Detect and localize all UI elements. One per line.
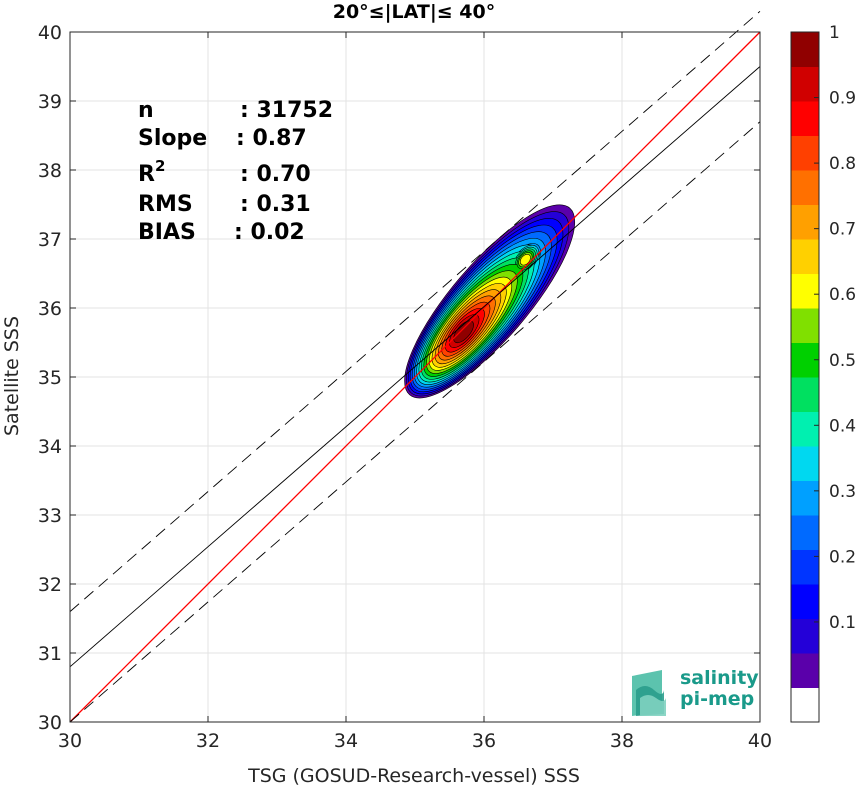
y-tick-label: 39 bbox=[38, 91, 62, 113]
colorbar-tick-label: 1 bbox=[829, 23, 840, 43]
x-tick-label: 36 bbox=[472, 730, 496, 752]
y-tick-label: 35 bbox=[38, 367, 62, 389]
logo-line-2: pi-mep bbox=[680, 688, 754, 710]
colorbar-segment bbox=[791, 687, 819, 723]
y-tick-label: 36 bbox=[38, 298, 62, 320]
colorbar-tick-label: 0.8 bbox=[829, 154, 856, 174]
colorbar-segment bbox=[791, 584, 819, 619]
x-tick-label: 32 bbox=[196, 730, 220, 752]
stat-value: : 0.70 bbox=[240, 162, 311, 187]
colorbar-segment bbox=[791, 66, 819, 102]
colorbar-segment bbox=[791, 135, 819, 171]
one-to-one-line bbox=[69, 31, 761, 723]
stat-value: : 31752 bbox=[240, 98, 333, 123]
y-tick-label: 38 bbox=[38, 160, 62, 182]
density-contour-secondary bbox=[519, 253, 531, 266]
colorbar-segment bbox=[791, 480, 819, 516]
x-axis-label: TSG (GOSUD-Research-vessel) SSS bbox=[247, 765, 580, 787]
colorbar-tick-label: 0.5 bbox=[829, 351, 856, 371]
colorbar-tick-label: 0.9 bbox=[829, 89, 856, 109]
upper-bound-dashed-line bbox=[69, 10, 761, 612]
colorbar-segment bbox=[791, 170, 819, 205]
colorbar: 0.1 0.2 0.3 0.4 0.5 0.6 0.7 0.8 0.9 1 bbox=[790, 23, 856, 723]
colorbar-segment bbox=[791, 32, 819, 67]
colorbar-segment bbox=[791, 273, 819, 309]
colorbar-segment bbox=[791, 411, 819, 447]
x-tick-label: 40 bbox=[748, 730, 772, 752]
colorbar-tick-label: 0.6 bbox=[829, 285, 856, 305]
stat-value: : 0.87 bbox=[236, 126, 307, 151]
colorbar-segment bbox=[791, 308, 819, 343]
colorbar-segment bbox=[791, 549, 819, 585]
x-tick-label: 34 bbox=[334, 730, 358, 752]
y-axis-ticks: 30 31 32 33 34 35 36 37 38 39 40 bbox=[38, 22, 760, 734]
stat-label: R2 bbox=[138, 157, 165, 187]
colorbar-tick-label: 0.2 bbox=[829, 547, 856, 567]
regression-fit-line bbox=[69, 66, 761, 668]
y-tick-label: 33 bbox=[38, 505, 62, 527]
colorbar-segment bbox=[791, 618, 819, 654]
salinity-pimep-logo: salinity pi-mep bbox=[632, 667, 759, 716]
colorbar-segment bbox=[791, 377, 819, 412]
stat-label: n bbox=[138, 98, 154, 123]
colorbar-tick-label: 0.4 bbox=[829, 416, 856, 436]
density-contour-level bbox=[453, 320, 474, 344]
stat-value: : 0.02 bbox=[234, 220, 305, 245]
colorbar-segment bbox=[791, 653, 819, 688]
colorbar-segment bbox=[791, 515, 819, 550]
colorbar-segment bbox=[791, 101, 819, 136]
y-tick-label: 32 bbox=[38, 574, 62, 596]
y-tick-label: 31 bbox=[38, 643, 62, 665]
y-tick-label: 34 bbox=[38, 436, 62, 458]
stat-label: RMS bbox=[138, 192, 193, 217]
y-tick-label: 30 bbox=[38, 712, 62, 734]
colorbar-segment bbox=[791, 239, 819, 274]
statistics-box: n : 31752 Slope : 0.87 R2 : 0.70 RMS : 0.31 BIAS… bbox=[138, 98, 333, 245]
x-tick-label: 38 bbox=[610, 730, 634, 752]
logo-wave-icon bbox=[632, 670, 666, 716]
colorbar-tick-label: 0.1 bbox=[829, 613, 856, 633]
colorbar-tick-label: 0.7 bbox=[829, 220, 856, 240]
stat-label: BIAS bbox=[138, 220, 196, 245]
reference-lines bbox=[69, 10, 761, 723]
colorbar-frame bbox=[790, 31, 820, 723]
chart-title: 20°≤|LAT|≤ 40° bbox=[333, 1, 496, 23]
colorbar-segment bbox=[791, 204, 819, 240]
x-axis-ticks: 30 32 34 36 38 40 bbox=[58, 32, 772, 752]
x-tick-label: 30 bbox=[58, 730, 82, 752]
stat-label: Slope bbox=[138, 126, 207, 151]
logo-line-1: salinity bbox=[680, 667, 759, 689]
colorbar-tick-label: 0.3 bbox=[829, 482, 856, 502]
lower-bound-dashed-line bbox=[69, 121, 761, 723]
y-tick-label: 40 bbox=[38, 22, 62, 44]
colorbar-segment bbox=[791, 446, 819, 481]
y-tick-label: 37 bbox=[38, 229, 62, 251]
stat-value: : 0.31 bbox=[240, 192, 311, 217]
y-axis-label: Satellite SSS bbox=[1, 316, 23, 436]
